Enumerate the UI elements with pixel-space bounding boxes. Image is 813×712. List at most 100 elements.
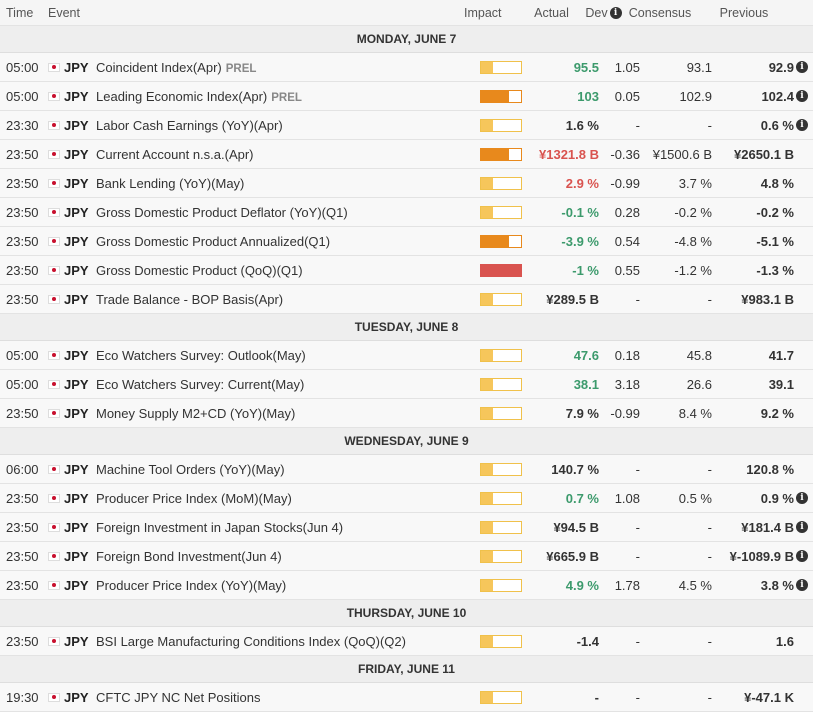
consensus-value: - [707,633,712,649]
actual-value: 103 [577,88,599,104]
deviation-value: -0.99 [610,405,640,421]
event-name[interactable]: Eco Watchers Survey: Outlook(May) [96,347,306,363]
consensus-value: 8.4 % [678,405,712,421]
japan-flag-icon [48,236,60,246]
event-name-cell[interactable]: Money Supply M2+CD (YoY)(May) [96,406,480,421]
calendar-body: MONDAY, JUNE 7 05:00 JPY Coincident Index(A… [0,26,813,712]
event-time: 23:50 [6,577,39,593]
header-dev[interactable]: Dev i [583,6,624,20]
event-name[interactable]: Money Supply M2+CD (YoY)(May) [96,405,296,421]
event-name-cell[interactable]: BSI Large Manufacturing Conditions Index… [96,634,480,649]
info-icon[interactable]: i [796,61,808,73]
impact-bar [480,263,522,277]
event-row[interactable]: 23:50 JPY Bank Lending (YoY)(May) 2.9 % -0.9… [0,169,813,198]
event-name[interactable]: Trade Balance - BOP Basis(Apr) [96,291,284,307]
event-name[interactable]: Gross Domestic Product Annualized(Q1) [96,233,331,249]
header-previous[interactable]: Previous [696,6,792,20]
header-actual[interactable]: Actual [534,5,569,20]
event-name-cell[interactable]: Foreign Investment in Japan Stocks(Jun 4… [96,520,480,535]
header-event[interactable]: Event [48,5,80,20]
event-name-cell[interactable]: Gross Domestic Product Annualized(Q1) [96,234,480,249]
event-name[interactable]: BSI Large Manufacturing Conditions Index… [96,633,406,649]
event-name[interactable]: Gross Domestic Product Deflator (YoY)(Q1… [96,204,348,220]
deviation-value: 3.18 [614,376,640,392]
event-name-cell[interactable]: Labor Cash Earnings (YoY)(Apr) [96,118,480,133]
event-currency: JPY [64,519,89,535]
event-row[interactable]: 23:50 JPY Foreign Bond Investment(Jun 4) ¥6… [0,542,813,571]
event-name-cell[interactable]: CFTC JPY NC Net Positions [96,690,480,705]
event-row[interactable]: 06:00 JPY Machine Tool Orders (YoY)(May) 14… [0,455,813,484]
event-name-cell[interactable]: Gross Domestic Product Deflator (YoY)(Q1… [96,205,480,220]
event-name[interactable]: Producer Price Index (YoY)(May) [96,577,287,593]
event-row[interactable]: 05:00 JPY Eco Watchers Survey: Outlook(May… [0,341,813,370]
event-name[interactable]: Current Account n.s.a.(Apr) [96,146,254,162]
event-row[interactable]: 23:50 JPY Producer Price Index (YoY)(May) 4… [0,571,813,600]
event-row[interactable]: 19:30 JPY CFTC JPY NC Net Positions - - - ¥-47… [0,683,813,712]
header-time[interactable]: Time [6,5,34,20]
event-name[interactable]: Foreign Bond Investment(Jun 4) [96,548,282,564]
event-row[interactable]: 05:00 JPY Coincident Index(Apr) PREL 95.5 1.0… [0,53,813,82]
info-icon[interactable]: i [796,521,808,533]
info-icon[interactable]: i [796,90,808,102]
event-name-cell[interactable]: Producer Price Index (YoY)(May) [96,578,480,593]
event-name-cell[interactable]: Coincident Index(Apr) PREL [96,60,480,75]
japan-flag-icon [48,551,60,561]
info-icon[interactable]: i [796,550,808,562]
event-row[interactable]: 23:50 JPY Gross Domestic Product (QoQ)(Q1)… [0,256,813,285]
event-name-cell[interactable]: Producer Price Index (MoM)(May) [96,491,480,506]
event-name-cell[interactable]: Eco Watchers Survey: Current(May) [96,377,480,392]
event-currency: JPY [64,233,89,249]
event-name[interactable]: Coincident Index(Apr) [96,59,222,75]
consensus-value: 4.5 % [678,577,712,593]
event-time: 23:50 [6,405,39,421]
deviation-value: 1.78 [614,577,640,593]
deviation-value: -0.36 [610,146,640,162]
event-name-cell[interactable]: Machine Tool Orders (YoY)(May) [96,462,480,477]
header-impact[interactable]: Impact [464,5,502,20]
event-name-cell[interactable]: Leading Economic Index(Apr) PREL [96,89,480,104]
info-icon[interactable]: i [609,6,622,19]
event-name-cell[interactable]: Bank Lending (YoY)(May) [96,176,480,191]
event-row[interactable]: 23:50 JPY Trade Balance - BOP Basis(Apr) ¥2… [0,285,813,314]
flag-cell [48,62,64,72]
event-row[interactable]: 05:00 JPY Leading Economic Index(Apr) PREL 1… [0,82,813,111]
event-name-cell[interactable]: Eco Watchers Survey: Outlook(May) [96,348,480,363]
info-icon[interactable]: i [796,492,808,504]
event-name-cell[interactable]: Gross Domestic Product (QoQ)(Q1) [96,263,480,278]
event-name[interactable]: Producer Price Index (MoM)(May) [96,490,292,506]
info-icon[interactable]: i [796,579,808,591]
event-name[interactable]: Machine Tool Orders (YoY)(May) [96,461,285,477]
event-name[interactable]: CFTC JPY NC Net Positions [96,689,261,705]
event-name[interactable]: Foreign Investment in Japan Stocks(Jun 4… [96,519,344,535]
impact-fill [481,378,493,390]
event-row[interactable]: 23:30 JPY Labor Cash Earnings (YoY)(Apr) 1.… [0,111,813,140]
info-icon[interactable]: i [796,119,808,131]
event-name-cell[interactable]: Current Account n.s.a.(Apr) [96,147,480,162]
japan-flag-icon [48,178,60,188]
prel-tag: PREL [225,62,257,75]
event-row[interactable]: 23:50 JPY Money Supply M2+CD (YoY)(May) 7.9… [0,399,813,428]
event-currency: JPY [64,262,89,278]
event-row[interactable]: 23:50 JPY BSI Large Manufacturing Conditio… [0,627,813,656]
event-name-cell[interactable]: Trade Balance - BOP Basis(Apr) [96,292,480,307]
header-consensus[interactable]: Consensus [628,5,692,20]
event-name[interactable]: Labor Cash Earnings (YoY)(Apr) [96,117,283,133]
event-name[interactable]: Gross Domestic Product (QoQ)(Q1) [96,262,303,278]
event-currency: JPY [64,146,89,162]
event-currency: JPY [64,291,89,307]
previous-value: 41.7 [768,347,794,363]
event-row[interactable]: 23:50 JPY Gross Domestic Product Annualize… [0,227,813,256]
event-row[interactable]: 23:50 JPY Producer Price Index (MoM)(May) 0… [0,484,813,513]
event-row[interactable]: 23:50 JPY Current Account n.s.a.(Apr) ¥1321… [0,140,813,169]
event-name-cell[interactable]: Foreign Bond Investment(Jun 4) [96,549,480,564]
event-name[interactable]: Leading Economic Index(Apr) [96,88,268,104]
previous-value: 9.2 % [760,405,794,421]
event-row[interactable]: 23:50 JPY Gross Domestic Product Deflator … [0,198,813,227]
japan-flag-icon [48,120,60,130]
event-row[interactable]: 05:00 JPY Eco Watchers Survey: Current(May… [0,370,813,399]
event-row[interactable]: 23:50 JPY Foreign Investment in Japan Stoc… [0,513,813,542]
event-name[interactable]: Bank Lending (YoY)(May) [96,175,245,191]
event-name[interactable]: Eco Watchers Survey: Current(May) [96,376,305,392]
